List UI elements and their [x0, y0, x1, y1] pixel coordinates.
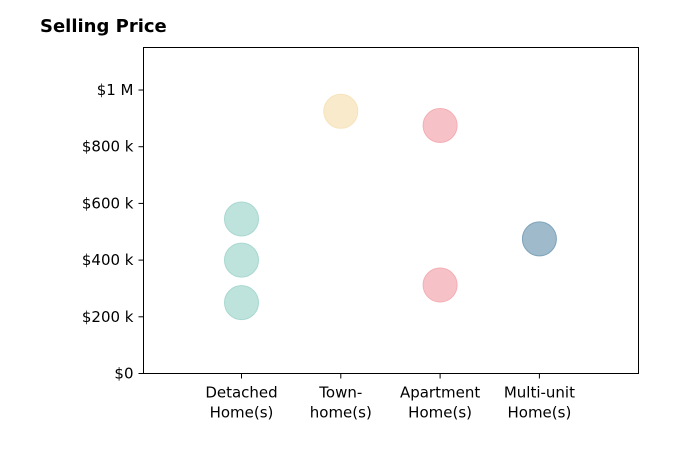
- data-point: [422, 107, 458, 143]
- plot-frame: [143, 47, 639, 374]
- y-tick-label: $600 k: [82, 194, 134, 212]
- data-point: [224, 285, 259, 321]
- data-point: [521, 221, 557, 257]
- data-point: [224, 201, 259, 237]
- x-tick-label: Detached Home(s): [205, 384, 277, 422]
- x-tick-label: Multi-unit Home(s): [504, 384, 575, 422]
- x-tick-label: Town-home(s): [310, 384, 372, 422]
- chart-title: Selling Price: [40, 16, 167, 37]
- data-point: [224, 242, 259, 278]
- y-tick-label: $1 M: [97, 81, 134, 99]
- y-tick-label: $800 k: [82, 138, 134, 156]
- y-tick-label: $200 k: [82, 308, 134, 326]
- x-tick-label: Apartment Home(s): [400, 384, 480, 422]
- x-axis: Detached Home(s) Town-home(s) Apartment Home…: [205, 373, 575, 422]
- data-point: [323, 93, 359, 129]
- data-points: [224, 93, 557, 321]
- y-axis: $0 $200 k $400 k $600 k $800 k $1 M: [82, 81, 144, 383]
- y-tick-label: $0: [114, 365, 133, 383]
- y-tick-label: $400 k: [82, 251, 134, 269]
- data-point: [422, 267, 458, 303]
